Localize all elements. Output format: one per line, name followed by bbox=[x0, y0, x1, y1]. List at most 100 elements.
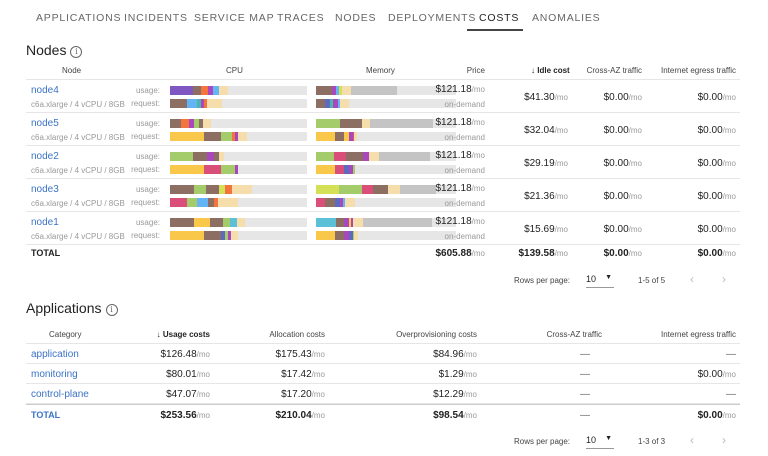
tab-incidents[interactable]: Incidents bbox=[124, 12, 188, 24]
bar-segment bbox=[334, 132, 345, 141]
bar-segment bbox=[170, 86, 194, 95]
overprovisioning-cost: $12.29/mo bbox=[433, 389, 477, 400]
egress-cost: $0.00/mo bbox=[698, 224, 736, 235]
bar-segment bbox=[333, 99, 338, 108]
bar-segment bbox=[334, 198, 340, 207]
rows-per-page-select[interactable]: 10 ▼ bbox=[586, 274, 614, 288]
overprovisioning-cost-value: $98.54 bbox=[433, 410, 464, 421]
rows-per-page-select[interactable]: 10 ▼ bbox=[586, 435, 614, 449]
header-cross-az[interactable]: Cross-AZ traffic bbox=[546, 330, 602, 339]
info-icon[interactable]: i bbox=[105, 304, 118, 316]
node-row: node3 c6a.xlarge / 4 vCPU / 8GB usage: r… bbox=[26, 179, 740, 212]
unit: /mo bbox=[628, 126, 642, 135]
cpu-usage-bar bbox=[170, 86, 307, 95]
node-name-link[interactable]: node4 bbox=[31, 85, 59, 96]
category-link[interactable]: monitoring bbox=[31, 369, 78, 380]
app-row: application $126.48/mo $175.43/mo $84.96/m… bbox=[26, 344, 740, 364]
total-idle: $139.58/mo bbox=[519, 248, 569, 259]
usage-cost: $126.48/mo bbox=[161, 349, 211, 360]
unit: /mo bbox=[554, 225, 568, 234]
bar-segment bbox=[351, 86, 398, 95]
header-cross-az[interactable]: Cross-AZ traffic bbox=[586, 66, 642, 75]
bar-segment bbox=[349, 218, 352, 227]
memory-usage-bar bbox=[316, 86, 456, 95]
next-page-icon[interactable]: › bbox=[722, 433, 726, 447]
unit: /mo bbox=[196, 390, 210, 399]
node-name-link[interactable]: node2 bbox=[31, 151, 59, 162]
unit: /mo bbox=[628, 249, 642, 258]
tab-traces[interactable]: Traces bbox=[277, 12, 325, 24]
memory-request-bar bbox=[316, 165, 456, 174]
bar-segment bbox=[229, 218, 237, 227]
egress-cost: $0.00/mo bbox=[698, 369, 736, 380]
bar-segment bbox=[217, 198, 238, 207]
node-name-link[interactable]: node5 bbox=[31, 118, 59, 129]
tab-anomalies[interactable]: Anomalies bbox=[532, 12, 601, 24]
rows-per-page-value: 10 bbox=[586, 435, 597, 445]
next-page-icon[interactable]: › bbox=[722, 272, 726, 286]
bar-segment bbox=[199, 119, 204, 128]
memory-request-bar bbox=[316, 99, 456, 108]
info-icon[interactable]: i bbox=[70, 46, 83, 58]
bar-segment bbox=[228, 231, 232, 240]
pagination-range: 1-3 of 3 bbox=[638, 437, 666, 446]
node-name-link[interactable]: node3 bbox=[31, 184, 59, 195]
bar-segment bbox=[180, 119, 190, 128]
tab-applications[interactable]: Applications bbox=[36, 12, 122, 24]
egress-cost-value: $0.00 bbox=[697, 410, 723, 421]
node-price-value: $121.18 bbox=[435, 216, 472, 227]
header-egress[interactable]: Internet egress traffic bbox=[661, 330, 736, 339]
tab-service-map[interactable]: Service map bbox=[194, 12, 275, 24]
idle-cost-value: $32.04 bbox=[524, 125, 555, 136]
node-spec: c6a.xlarge / 4 vCPU / 8GB bbox=[31, 133, 125, 142]
header-allocation[interactable]: Allocation costs bbox=[269, 330, 325, 339]
prev-page-icon[interactable]: ‹ bbox=[690, 272, 694, 286]
category-link: TOTAL bbox=[31, 410, 61, 420]
bar-segment bbox=[325, 198, 335, 207]
node-name-link[interactable]: node1 bbox=[31, 217, 59, 228]
node-row: node5 c6a.xlarge / 4 vCPU / 8GB usage: r… bbox=[26, 113, 740, 146]
usage-cost: $47.07/mo bbox=[166, 389, 210, 400]
header-category[interactable]: Category bbox=[49, 330, 82, 339]
bar-segment bbox=[218, 86, 229, 95]
overprovisioning-cost-value: $1.29 bbox=[438, 369, 464, 380]
unit: /mo bbox=[722, 225, 736, 234]
header-idle-cost[interactable]: ↓ Idle cost bbox=[531, 66, 570, 75]
unit: /mo bbox=[471, 151, 485, 160]
unit: /mo bbox=[628, 192, 642, 201]
usage-cost-value: $80.01 bbox=[166, 369, 197, 380]
bar-segment bbox=[344, 231, 350, 240]
bar-segment bbox=[344, 132, 349, 141]
header-egress[interactable]: Internet egress traffic bbox=[661, 66, 736, 75]
category-link[interactable]: control-plane bbox=[31, 389, 89, 400]
prev-page-icon[interactable]: ‹ bbox=[690, 433, 694, 447]
header-divider bbox=[26, 343, 740, 344]
tab-bar: Applications Incidents Service map Traces No… bbox=[0, 0, 768, 32]
tab-deployments[interactable]: Deployments bbox=[388, 12, 477, 24]
tab-nodes[interactable]: Nodes bbox=[335, 12, 377, 24]
node-row: node2 c6a.xlarge / 4 vCPU / 8GB usage: r… bbox=[26, 146, 740, 179]
allocation-cost: $175.43/mo bbox=[276, 349, 326, 360]
applications-title: Applications i bbox=[26, 300, 118, 316]
category-link[interactable]: application bbox=[31, 349, 79, 360]
cross-az-cost-value: $0.00 bbox=[603, 158, 629, 169]
cpu-request-bar bbox=[170, 132, 307, 141]
header-overprovisioning[interactable]: Overprovisioning costs bbox=[396, 330, 477, 339]
egress-cost: $0.00/mo bbox=[698, 125, 736, 136]
bar-segment bbox=[316, 198, 326, 207]
bar-segment bbox=[192, 152, 208, 161]
header-usage-costs[interactable]: ↓ Usage costs bbox=[130, 330, 210, 339]
bar-segment bbox=[231, 185, 252, 194]
allocation-cost-value: $17.20 bbox=[281, 389, 312, 400]
node-price-value: $121.18 bbox=[435, 117, 472, 128]
usage-label: usage: bbox=[135, 152, 160, 161]
unit: /mo bbox=[196, 370, 210, 379]
header-price[interactable]: Price bbox=[466, 66, 485, 75]
tab-costs[interactable]: Costs bbox=[479, 12, 520, 24]
total-egress-value: $0.00 bbox=[697, 248, 723, 259]
idle-cost: $41.30/mo bbox=[524, 92, 568, 103]
egress-cost: $0.00/mo bbox=[698, 158, 736, 169]
bar-segment bbox=[361, 119, 371, 128]
bar-segment bbox=[204, 231, 222, 240]
bar-segment bbox=[331, 86, 336, 95]
